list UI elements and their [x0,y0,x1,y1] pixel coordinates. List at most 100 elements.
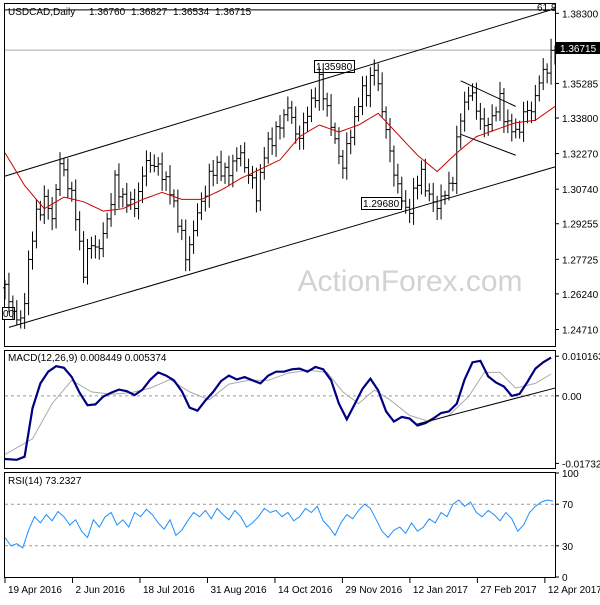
last-price-text: 1.36715 [560,44,597,55]
triangle-bottom-line [460,133,516,156]
ohlc-bar [454,125,459,195]
ohlc-bar [73,179,78,231]
ohlc-bar [258,164,263,212]
macd-title: MACD(12,26,9) 0.008449 0.005374 [8,353,167,364]
price-y-tick-label: 1.27725 [562,255,599,266]
ohlc-bar [281,109,286,138]
ohlc-bar [211,159,216,187]
ohlc-bar [89,236,94,259]
price-panel-frame [4,3,556,347]
rsi-y-tick-label: 0 [562,573,568,584]
ohlc-bar [270,127,275,155]
ohlc-bar [399,176,404,208]
ohlc-bar [372,59,377,86]
ohlc-bar [494,106,499,122]
macd-layer [4,356,556,461]
header-low: 1.36534 [173,7,210,18]
ohlc-bar [199,192,204,221]
ohlc-bar [474,82,479,120]
ohlc-bar [230,154,235,188]
ohlc-bar [116,163,121,209]
last-price-marker: 1.36715 [556,42,600,55]
ohlc-bar [54,184,59,229]
ohlc-bar [364,75,369,107]
ohlc-bar [278,114,282,140]
ohlc-bar [411,178,416,225]
ohlc-bar [97,239,102,260]
header-high: 1.36827 [131,7,168,18]
ohlc-bar [18,310,23,329]
ohlc-bar [164,171,169,191]
ohlc-bar [391,145,396,187]
ohlc-bar [293,106,298,144]
ohlc-bar [450,176,455,192]
ohlc-bar [105,212,110,239]
ohlc-bar [419,160,424,195]
ohlc-bar [6,272,11,313]
macd-line [4,356,552,461]
ohlc-bar [179,219,184,241]
ohlc-bar [529,101,534,124]
ohlc-bar [101,222,106,258]
ohlc-bar [22,293,27,329]
ohlc-bar [219,150,224,182]
ohlc-bar [140,166,145,204]
ohlc-bar [289,100,294,124]
macd-y-tick-label: 0.00 [562,392,582,403]
rsi-layer [4,499,555,549]
price-y-tick-label: 1.26240 [562,290,599,301]
ohlc-bar [435,195,440,221]
ohlc-bar [285,96,290,122]
ohlc-bar [61,158,66,177]
ohlc-bar [368,67,373,108]
ohlc-bar [69,181,74,202]
rsi-panel-frame [4,472,556,578]
macd-trendline [417,387,556,425]
ohlc-bar [545,63,550,84]
ohlc-bar [223,162,227,184]
ohlc-bar [513,118,518,139]
ohlc-bar [215,156,220,184]
ohlc-bar [203,185,208,212]
annotation-low: 1.29680 [361,197,402,210]
ohlc-bar [427,183,432,202]
ohlc-bar [171,189,176,208]
ohlc-bar [541,58,546,91]
ohlc-bar [250,165,255,189]
ohlc-bar [415,175,420,200]
ohlc-bar [309,89,314,123]
x-axis-label: 14 Oct 2016 [278,585,333,596]
x-axis-label: 27 Feb 2017 [480,585,537,596]
ohlc-bar [42,185,47,225]
axis-layer: 1.38300 1.35285 1.33800 1.32270 1.30740 1.292… [4,9,600,596]
ohlc-bar [482,107,487,138]
ohlc-bar [549,38,554,85]
x-axis-label: 19 Apr 2016 [8,585,62,596]
ohlc-bar [113,170,117,216]
watermark-text: ActionForex.com [297,265,522,298]
ohlc-bar [340,149,345,179]
ohlc-bar [403,190,408,214]
ohlc-bar [152,154,157,173]
ohlc-bar [234,147,239,172]
ohlc-bar [124,182,129,213]
ohlc-bar [395,163,400,194]
ohlc-bar [439,184,444,220]
ohlc-bar [77,211,82,251]
annotation-high-box [314,60,355,73]
ohlc-bar [525,100,530,124]
channel-upper-line [4,8,556,177]
rsi-y-tick-label: 70 [562,500,574,511]
ohlc-bar [191,220,196,254]
ohlc-bar [537,75,542,102]
ohlc-bar [466,86,471,111]
fib-label: 61.8 [537,3,557,14]
ohlc-bar [148,152,153,173]
ohlc-bar [356,97,361,122]
ohlc-bar [321,63,326,111]
ohlc-bar [490,104,495,132]
ohlc-bar [246,158,251,184]
ohlc-bar [517,120,522,139]
